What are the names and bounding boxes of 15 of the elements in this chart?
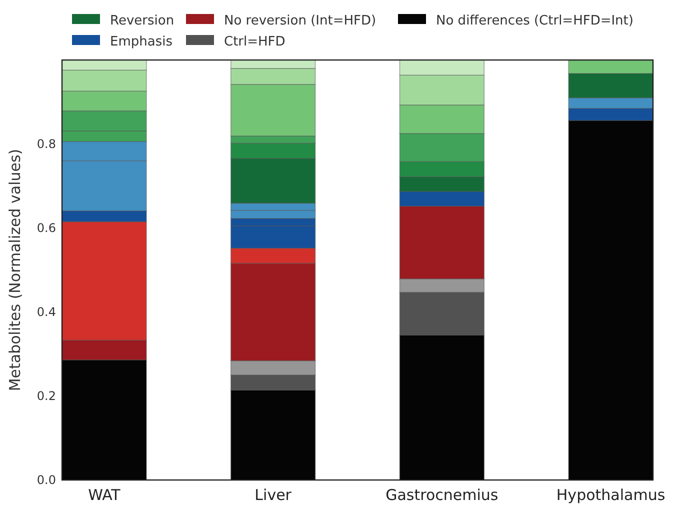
y-tick-label: 0.6 xyxy=(36,221,56,236)
y-tick-label: 0.0 xyxy=(36,473,56,488)
legend-label: Emphasis xyxy=(110,34,173,50)
x-tick-label: Liver xyxy=(254,486,292,504)
x-tick-label: WAT xyxy=(88,486,122,504)
y-axis-title: Metabolites (Normalized values) xyxy=(6,148,24,392)
x-tick-label: Hypothalamus xyxy=(556,486,666,504)
y-tick-label: 0.8 xyxy=(36,137,56,152)
legend-label: Ctrl=HFD xyxy=(224,34,286,50)
legend-label: No reversion (Int=HFD) xyxy=(224,14,376,29)
legend-label: Reversion xyxy=(110,14,174,29)
x-tick-label: Gastrocnemius xyxy=(386,486,498,504)
y-tick-label: 0.4 xyxy=(36,305,56,320)
y-tick-label: 0.2 xyxy=(36,389,56,404)
legend-label: No differences (Ctrl=HFD=Int) xyxy=(436,14,634,29)
